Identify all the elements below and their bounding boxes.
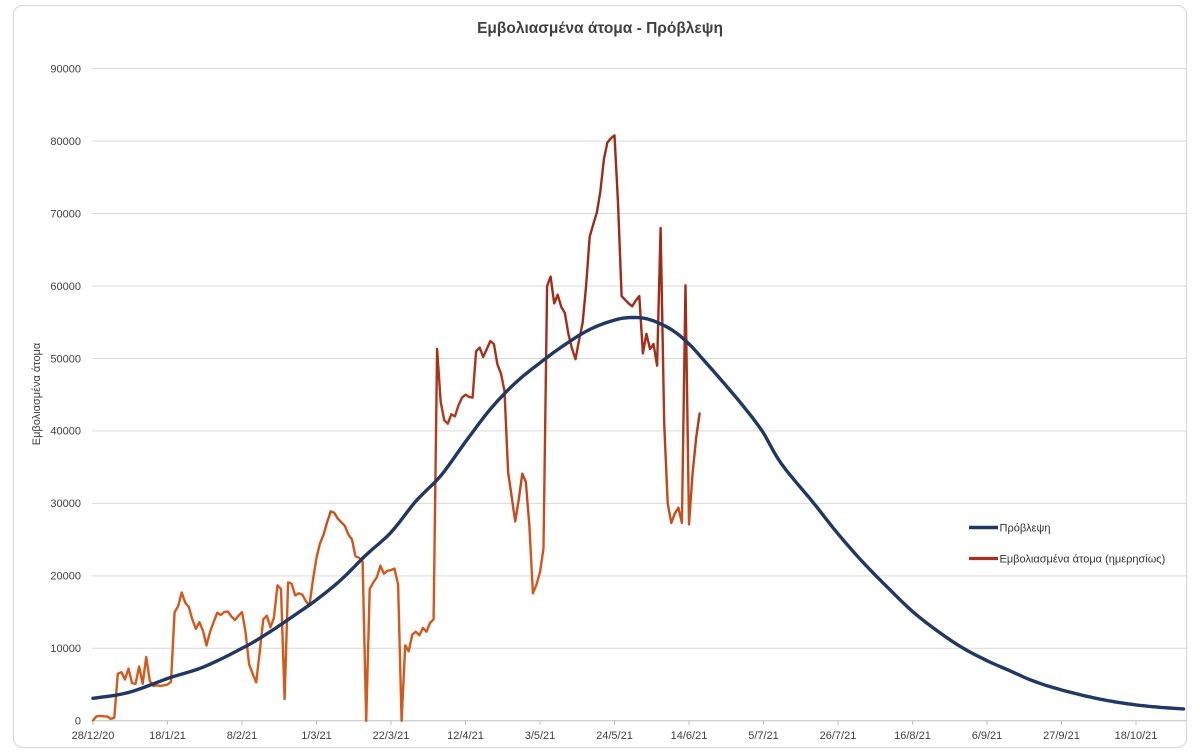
svg-text:8/2/21: 8/2/21 <box>227 730 258 742</box>
svg-text:Εμβολιασμένα άτομα - Πρόβλεψη: Εμβολιασμένα άτομα - Πρόβλεψη <box>477 20 723 37</box>
svg-text:12/4/21: 12/4/21 <box>447 730 484 742</box>
svg-text:1/3/21: 1/3/21 <box>301 730 332 742</box>
svg-text:Εμβολιασμένα άτομα (ημερησίως): Εμβολιασμένα άτομα (ημερησίως) <box>1000 554 1166 566</box>
svg-text:Εμβολιασμένα άτομα: Εμβολιασμένα άτομα <box>31 342 43 445</box>
svg-text:60000: 60000 <box>50 281 81 293</box>
svg-text:80000: 80000 <box>50 136 81 148</box>
svg-text:30000: 30000 <box>50 498 81 510</box>
svg-text:90000: 90000 <box>50 63 81 75</box>
svg-text:40000: 40000 <box>50 426 81 438</box>
svg-text:3/5/21: 3/5/21 <box>525 730 556 742</box>
svg-text:6/9/21: 6/9/21 <box>972 730 1003 742</box>
svg-text:10000: 10000 <box>50 643 81 655</box>
svg-text:27/9/21: 27/9/21 <box>1043 730 1080 742</box>
svg-text:24/5/21: 24/5/21 <box>596 730 633 742</box>
svg-text:Πρόβλεψη: Πρόβλεψη <box>1000 523 1051 535</box>
svg-text:28/12/20: 28/12/20 <box>72 730 115 742</box>
svg-text:16/8/21: 16/8/21 <box>894 730 931 742</box>
svg-text:20000: 20000 <box>50 571 81 583</box>
svg-text:26/7/21: 26/7/21 <box>820 730 857 742</box>
svg-text:18/1/21: 18/1/21 <box>149 730 186 742</box>
svg-text:50000: 50000 <box>50 353 81 365</box>
svg-text:70000: 70000 <box>50 208 81 220</box>
svg-text:18/10/21: 18/10/21 <box>1115 730 1158 742</box>
svg-text:0: 0 <box>75 716 81 728</box>
svg-text:5/7/21: 5/7/21 <box>748 730 779 742</box>
svg-text:22/3/21: 22/3/21 <box>373 730 410 742</box>
svg-text:14/6/21: 14/6/21 <box>671 730 708 742</box>
